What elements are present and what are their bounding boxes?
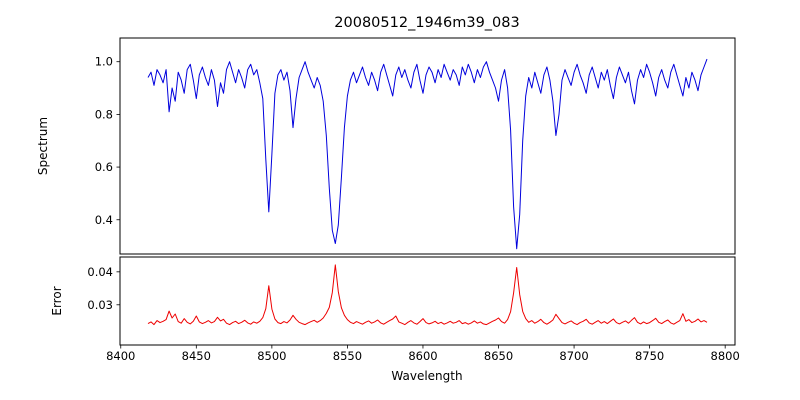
x-tick-label: 8800	[711, 349, 740, 363]
x-tick-label: 8500	[257, 349, 286, 363]
error-subplot: 0.03 0.04 8400 8450 8500 8550 8600 8650 8700 8750…	[87, 256, 740, 363]
x-tick-label: 8400	[106, 349, 135, 363]
y-tick-label: 0.04	[87, 265, 113, 279]
spectrum-line	[147, 58, 708, 250]
spectrum-axis-label: Spectrum	[36, 117, 50, 175]
y-tick-label: 0.4	[95, 213, 113, 227]
x-tick-label: 8600	[408, 349, 437, 363]
y-tick-label: 0.03	[87, 298, 113, 312]
spectrum-subplot: 0.4 0.6 0.8 1.0	[95, 37, 736, 255]
axes-frame	[119, 256, 736, 346]
y-tick-label: 0.8	[95, 107, 113, 121]
chart-title: 20080512_1946m39_083	[334, 15, 519, 31]
axes-layer: 0.4 0.6 0.8 1.0 0.03 0.04 8400 8450 8500 8550 8600…	[87, 37, 740, 363]
x-tick-label: 8450	[182, 349, 211, 363]
x-tick-label: 8650	[484, 349, 513, 363]
axes-frame	[119, 37, 736, 255]
error-axis-label: Error	[50, 286, 64, 315]
error-line	[147, 264, 708, 326]
x-tick-label: 8700	[559, 349, 588, 363]
x-tick-label: 8750	[635, 349, 664, 363]
y-tick-label: 1.0	[95, 55, 113, 69]
x-tick-label: 8550	[333, 349, 362, 363]
y-tick-label: 0.6	[95, 160, 113, 174]
x-axis-label: Wavelength	[391, 369, 462, 383]
